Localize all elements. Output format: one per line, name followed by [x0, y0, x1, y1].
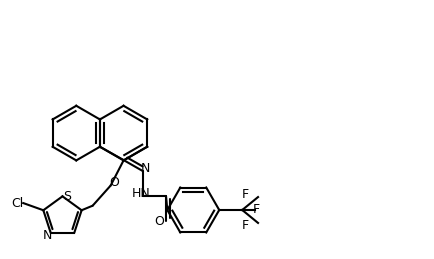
Text: Cl: Cl [11, 197, 23, 210]
Text: O: O [154, 215, 164, 228]
Text: F: F [242, 219, 249, 232]
Text: F: F [242, 188, 249, 201]
Text: HN: HN [132, 187, 151, 200]
Text: N: N [141, 162, 151, 175]
Text: S: S [63, 190, 71, 203]
Text: N: N [43, 229, 53, 242]
Text: O: O [109, 176, 119, 189]
Text: F: F [253, 204, 260, 217]
